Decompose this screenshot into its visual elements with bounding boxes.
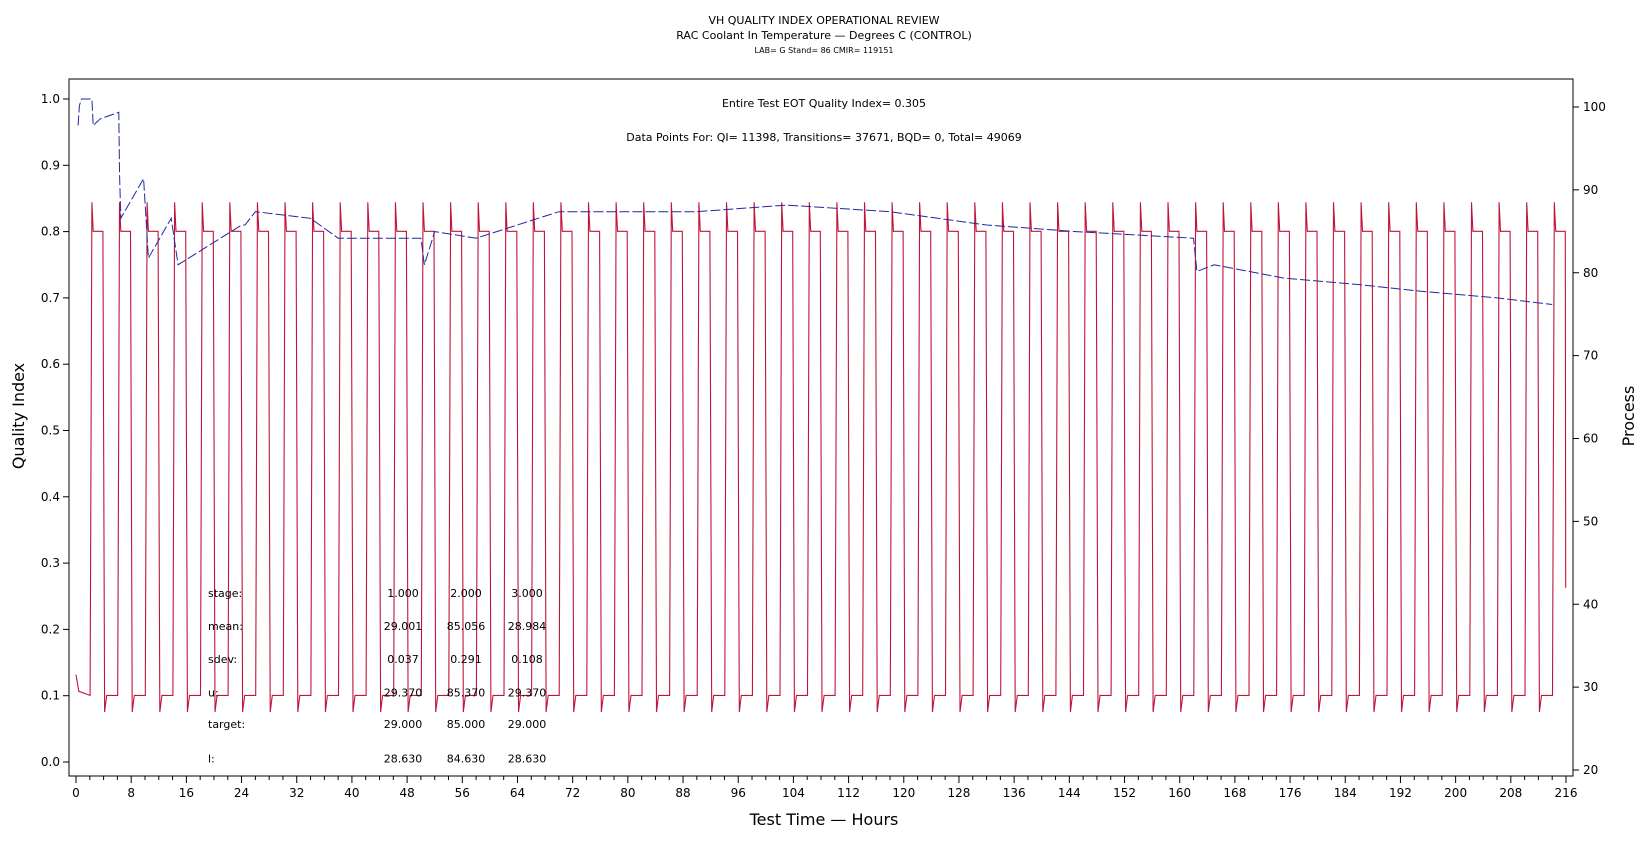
x-tick-label: 32 (289, 786, 304, 800)
stats-cell: 3.000 (511, 587, 543, 600)
x-tick-label: 144 (1058, 786, 1081, 800)
x-tick-label: 72 (565, 786, 580, 800)
x-tick-label: 56 (455, 786, 470, 800)
y-right-tick-label: 40 (1583, 597, 1598, 611)
y-left-tick-label: 0.6 (41, 357, 60, 371)
x-tick-label: 136 (1003, 786, 1026, 800)
x-tick-label: 184 (1334, 786, 1357, 800)
y-left-tick-label: 0.7 (41, 291, 60, 305)
stats-row-label: l: (208, 753, 215, 766)
stats-cell: 0.108 (511, 653, 543, 666)
stats-cell: 1.000 (387, 587, 419, 600)
y-left-tick-label: 1.0 (41, 92, 60, 106)
stats-row-label: u: (208, 686, 219, 699)
y-axis-label-left: Quality Index (9, 363, 28, 469)
x-tick-label: 200 (1444, 786, 1467, 800)
annotation-data-points: Data Points For: QI= 11398, Transitions=… (626, 131, 1022, 144)
y-left-tick-label: 0.5 (41, 424, 60, 438)
x-tick-label: 160 (1168, 786, 1191, 800)
y-left-tick-label: 0.3 (41, 556, 60, 570)
stats-cell: 29.370 (508, 686, 547, 699)
stats-cell: 28.984 (508, 620, 547, 633)
y-axis-label-right: Process (1619, 386, 1638, 447)
x-tick-label: 104 (782, 786, 805, 800)
stats-cell: 0.291 (450, 653, 482, 666)
stats-cell: 85.370 (447, 686, 486, 699)
y-left-tick-label: 0.1 (41, 689, 60, 703)
x-tick-label: 192 (1389, 786, 1412, 800)
x-tick-label: 216 (1555, 786, 1578, 800)
chart-subtitle-lab: LAB= G Stand= 86 CMIR= 119151 (754, 46, 893, 55)
y-right-tick-label: 30 (1583, 680, 1598, 694)
y-right-tick-label: 80 (1583, 266, 1598, 280)
x-tick-label: 112 (837, 786, 860, 800)
x-tick-label: 8 (127, 786, 135, 800)
x-tick-label: 64 (510, 786, 525, 800)
x-tick-label: 120 (892, 786, 915, 800)
x-tick-label: 80 (620, 786, 635, 800)
y-right-tick-label: 70 (1583, 349, 1598, 363)
stats-cell: 85.000 (447, 718, 486, 731)
stats-cell: 29.370 (384, 686, 423, 699)
y-left-tick-label: 0.8 (41, 225, 60, 239)
stats-cell: 0.037 (387, 653, 419, 666)
chart-subtitle: RAC Coolant In Temperature — Degrees C (… (676, 29, 972, 42)
x-tick-label: 40 (344, 786, 359, 800)
x-tick-label: 48 (399, 786, 414, 800)
x-axis-label: Test Time — Hours (749, 810, 899, 829)
stats-row-label: mean: (208, 620, 243, 633)
stats-cell: 28.630 (384, 753, 423, 766)
stats-cell: 2.000 (450, 587, 482, 600)
stats-cell: 29.000 (508, 718, 547, 731)
axes: 0 8 16 24 32 40 48 56 64 72 80 88 96 104 112 120 128 136 1… (41, 78, 1606, 800)
x-tick-label: 16 (179, 786, 194, 800)
x-tick-label: 152 (1113, 786, 1136, 800)
stats-cell: 84.630 (447, 753, 486, 766)
stats-row-label: stage: (208, 587, 242, 600)
series-line-process (75, 202, 1567, 713)
x-tick-label: 24 (234, 786, 249, 800)
y-left-tick-label: 0.2 (41, 622, 60, 636)
chart-title: VH QUALITY INDEX OPERATIONAL REVIEW (708, 14, 939, 27)
x-tick-label: 176 (1279, 786, 1302, 800)
y-left-tick-label: 0.9 (41, 158, 60, 172)
x-tick-label: 168 (1223, 786, 1246, 800)
y-left-tick-label: 0.0 (41, 755, 60, 769)
stats-cell: 28.630 (508, 753, 547, 766)
stats-cell: 29.001 (384, 620, 423, 633)
annotation-quality-index: Entire Test EOT Quality Index= 0.305 (722, 97, 926, 110)
stats-table: stage: 1.000 2.000 3.000 mean: 29.001 85.056 28… (208, 587, 546, 766)
y-right-tick-label: 90 (1583, 183, 1598, 197)
stats-row-label: target: (208, 718, 245, 731)
plot-area (75, 98, 1567, 713)
series-line-quality-index (77, 98, 1553, 305)
x-tick-label: 128 (948, 786, 971, 800)
x-tick-label: 96 (731, 786, 746, 800)
x-tick-label: 0 (72, 786, 80, 800)
y-right-tick-label: 20 (1583, 763, 1598, 777)
x-tick-label: 208 (1499, 786, 1522, 800)
stats-row-label: sdev: (208, 653, 237, 666)
y-left-tick-label: 0.4 (41, 490, 60, 504)
stats-cell: 85.056 (447, 620, 486, 633)
y-right-tick-label: 60 (1583, 432, 1598, 446)
y-right-tick-label: 50 (1583, 514, 1598, 528)
stats-cell: 29.000 (384, 718, 423, 731)
x-tick-label: 88 (675, 786, 690, 800)
y-right-tick-label: 100 (1583, 100, 1606, 114)
